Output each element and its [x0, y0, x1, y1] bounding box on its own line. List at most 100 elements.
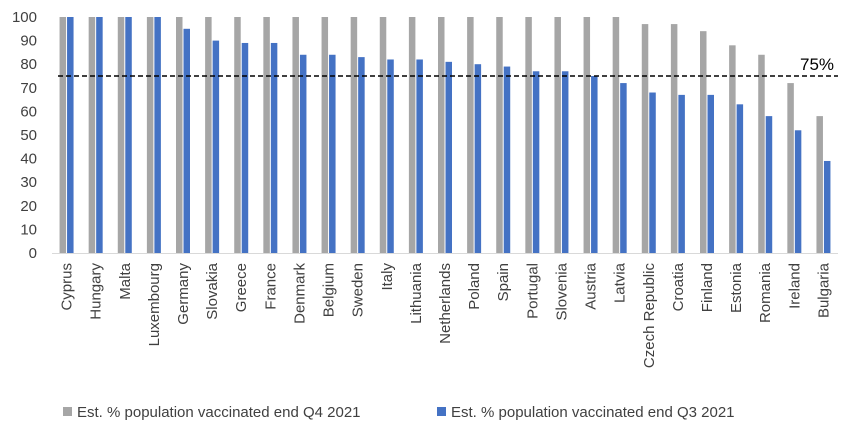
- bar-q3-sweden: [358, 57, 365, 254]
- y-tick-label: 80: [20, 56, 37, 73]
- bar-q3-portugal: [532, 71, 540, 253]
- bar-q4-italy: [379, 17, 387, 253]
- legend-swatch-q4: [63, 407, 72, 416]
- x-category-label: Lithuania: [408, 262, 425, 324]
- bar-q4-estonia: [729, 45, 736, 253]
- bar-q3-hungary: [96, 17, 103, 253]
- bar-q4-greece: [234, 17, 241, 253]
- x-category-label: France: [262, 263, 279, 310]
- x-category-label: Denmark: [291, 263, 308, 324]
- y-tick-label: 0: [29, 245, 37, 262]
- bar-q3-latvia: [620, 83, 627, 253]
- x-category-label: Slovenia: [553, 262, 570, 320]
- x-category-label: Romania: [757, 262, 774, 323]
- bar-q4-finland: [700, 31, 707, 253]
- bar-q3-czech-republic: [649, 92, 656, 254]
- y-tick-label: 30: [20, 174, 37, 191]
- x-category-label: Estonia: [728, 262, 745, 313]
- bar-q3-lithuania: [416, 59, 423, 254]
- x-category-label: Germany: [175, 263, 192, 325]
- y-tick-label: 90: [20, 33, 37, 50]
- bar-q4-austria: [583, 17, 591, 253]
- y-tick-label: 50: [20, 127, 37, 144]
- bar-q3-ireland: [794, 130, 802, 253]
- bar-q4-lithuania: [408, 17, 416, 253]
- y-tick-label: 40: [20, 151, 37, 168]
- x-category-label: Hungary: [88, 263, 105, 320]
- y-tick-label: 70: [20, 80, 37, 97]
- bar-q3-greece: [241, 42, 249, 254]
- bar-q3-poland: [474, 64, 482, 253]
- x-category-label: Ireland: [786, 263, 803, 309]
- bar-q4-sweden: [350, 17, 358, 253]
- reference-line-group: 75%: [58, 55, 838, 77]
- bar-q4-bulgaria: [816, 116, 823, 254]
- bar-q3-bulgaria: [823, 160, 831, 253]
- bar-q4-germany: [176, 17, 183, 253]
- bar-q4-denmark: [292, 17, 299, 253]
- bar-q3-slovenia: [561, 71, 569, 253]
- bar-q3-slovakia: [212, 40, 220, 253]
- x-category-label: Finland: [699, 263, 716, 312]
- x-category-label: Portugal: [524, 263, 541, 319]
- x-category-label: Latvia: [612, 262, 629, 303]
- bar-q4-luxembourg: [146, 17, 154, 253]
- bar-q3-belgium: [329, 54, 336, 254]
- bar-q3-malta: [125, 17, 132, 253]
- bar-q4-czech-republic: [641, 24, 649, 253]
- x-category-label: Belgium: [321, 263, 338, 317]
- y-tick-label: 60: [20, 103, 37, 120]
- bar-q4-slovakia: [205, 17, 212, 253]
- x-category-label: Cyprus: [59, 263, 76, 311]
- bar-q3-finland: [707, 94, 714, 253]
- bar-q3-romania: [765, 116, 773, 254]
- bar-q3-spain: [503, 66, 511, 253]
- bar-q4-ireland: [787, 83, 794, 253]
- x-category-label: Austria: [583, 262, 600, 309]
- bar-q3-estonia: [736, 104, 744, 253]
- bar-q4-malta: [117, 17, 125, 253]
- y-axis: 0 10 20 30 40 50 60 70 80 90 100: [12, 9, 37, 262]
- bar-q4-netherlands: [438, 17, 445, 253]
- x-axis: Cyprus Hungary Malta Luxembourg Germany Slova…: [52, 253, 838, 369]
- x-category-label: Malta: [117, 262, 134, 299]
- reference-line-label: 75%: [800, 55, 834, 74]
- bar-q4-slovenia: [554, 17, 561, 253]
- x-category-label: Netherlands: [437, 263, 454, 344]
- bar-q3-germany: [183, 28, 190, 253]
- bar-q4-cyprus: [59, 17, 67, 253]
- x-category-label: Czech Republic: [641, 263, 658, 369]
- bar-q3-italy: [387, 59, 394, 254]
- x-category-label: Italy: [379, 263, 396, 291]
- x-category-label: Greece: [233, 263, 250, 312]
- x-category-label: Luxembourg: [146, 263, 163, 346]
- y-tick-label: 20: [20, 198, 37, 215]
- bar-q3-netherlands: [445, 61, 452, 254]
- bar-q4-france: [263, 17, 270, 253]
- legend-label-q3: Est. % population vaccinated end Q3 2021: [451, 404, 735, 421]
- bar-q3-luxembourg: [154, 17, 161, 253]
- bar-q3-france: [270, 42, 278, 254]
- y-tick-label: 10: [20, 221, 37, 238]
- bar-q3-cyprus: [67, 17, 74, 253]
- x-category-label: Spain: [495, 263, 512, 301]
- x-category-label: Bulgaria: [815, 262, 832, 318]
- bar-q4-spain: [496, 17, 503, 253]
- bar-q4-romania: [758, 54, 765, 254]
- bar-q4-croatia: [670, 24, 678, 253]
- x-category-label: Poland: [466, 263, 483, 310]
- bar-q4-portugal: [525, 17, 532, 253]
- bar-q4-belgium: [321, 17, 329, 253]
- bar-q4-latvia: [612, 17, 620, 253]
- legend-swatch-q3: [437, 407, 446, 416]
- bar-q3-austria: [591, 76, 598, 253]
- x-category-label: Croatia: [670, 262, 687, 311]
- bar-q3-croatia: [678, 94, 685, 253]
- bar-q3-denmark: [299, 54, 307, 254]
- legend-label-q4: Est. % population vaccinated end Q4 2021: [77, 404, 361, 421]
- bars: [59, 17, 831, 254]
- legend: Est. % population vaccinated end Q4 2021…: [63, 404, 735, 421]
- y-tick-label: 100: [12, 9, 37, 26]
- x-category-label: Sweden: [350, 263, 367, 317]
